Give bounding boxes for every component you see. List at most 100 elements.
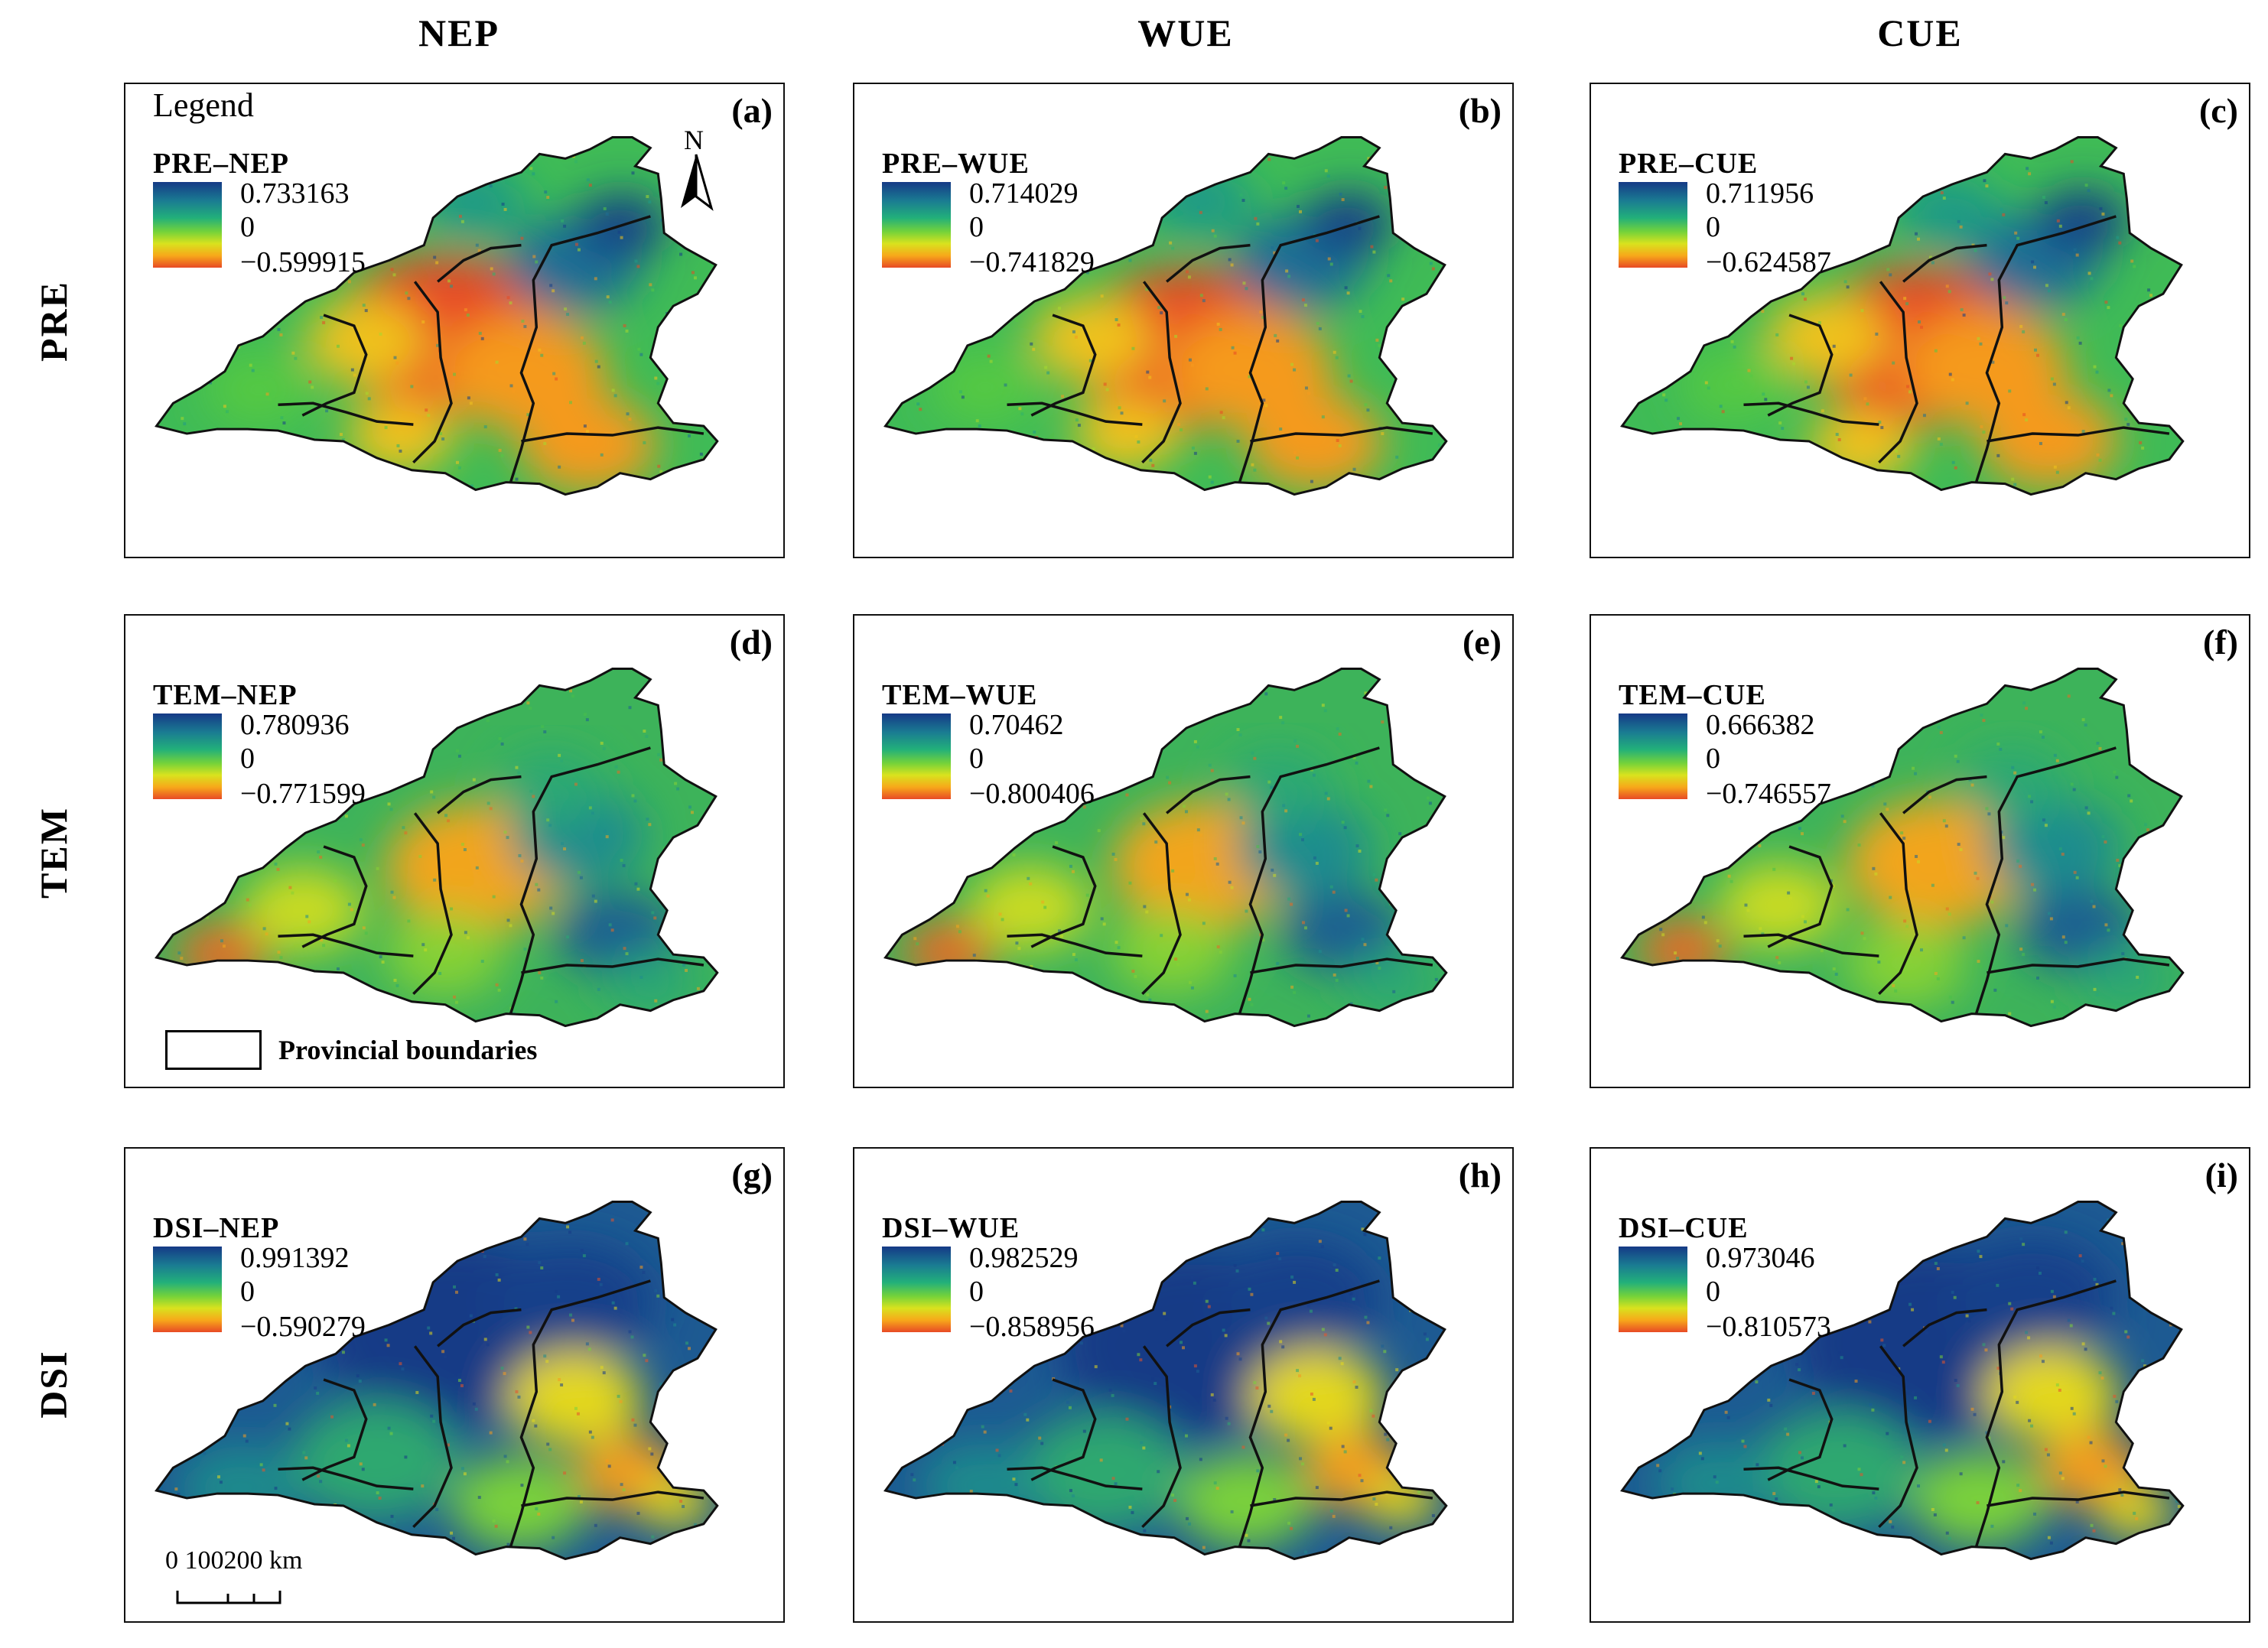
- provincial-boundary-line: [1743, 401, 1879, 426]
- panel-label: (i): [2205, 1156, 2238, 1195]
- row-header-dsi: DSI: [32, 1350, 75, 1419]
- provincial-boundary-line: [412, 1345, 453, 1529]
- panel-label: (e): [1462, 622, 1502, 661]
- provincial-boundary-line: [1743, 933, 1879, 957]
- map-panel-i: (i) DSI–CUE 0.973046 0 −0.810573: [1590, 1147, 2250, 1623]
- provincial-boundary-line: [1902, 775, 1987, 814]
- map-panel-c: (c) PRE–CUE 0.711956 0 −0.624587: [1590, 83, 2250, 558]
- map-raster: [1620, 136, 2185, 496]
- legend-title: TEM–CUE: [1619, 679, 1766, 711]
- map-panel-f: (f) TEM–CUE 0.666382 0 −0.746557: [1590, 614, 2250, 1088]
- color-ramp: [153, 713, 222, 799]
- provincial-boundary-line: [437, 243, 522, 283]
- map-panel-b: (b) PRE–WUE 0.714029 0 −0.741829: [853, 83, 1514, 558]
- provincial-boundary-line: [521, 957, 704, 974]
- legend-value-max: 0.711956: [1706, 177, 1814, 210]
- legend-value-zero: 0: [969, 1276, 984, 1308]
- provincial-boundary-line: [1250, 957, 1433, 974]
- legend-value-max: 0.780936: [240, 709, 350, 741]
- provincial-boundary-line: [1987, 957, 2170, 974]
- panel-label: (g): [731, 1156, 773, 1195]
- provincial-boundary-line: [412, 812, 453, 996]
- provincial-boundary-line: [1902, 243, 1987, 283]
- provincial-boundary-line: [1878, 1345, 1918, 1529]
- map-raster: [883, 1201, 1448, 1561]
- map-raster: [883, 668, 1448, 1028]
- provincial-boundary-line: [1141, 1345, 1182, 1529]
- legend-value-zero: 0: [240, 743, 255, 775]
- legend-heading: Legend: [153, 86, 254, 124]
- legend-value-max: 0.991392: [240, 1242, 350, 1274]
- provincial-boundary-line: [509, 1279, 651, 1548]
- map-panel-a: Legend N (a) PRE–NEP 0.733163 0 −0.599915: [124, 83, 785, 558]
- provincial-boundary-line: [278, 401, 414, 426]
- map-raster: [883, 136, 1448, 496]
- legend-value-zero: 0: [1706, 1276, 1720, 1308]
- north-arrow-icon: N: [673, 124, 727, 216]
- provincial-boundary-line: [1141, 281, 1182, 464]
- panel-label: (c): [2198, 91, 2238, 130]
- provincial-boundary-line: [1743, 1466, 1879, 1490]
- provincial-boundary-line: [1007, 933, 1143, 957]
- map-panel-d: Provincial boundaries (d) TEM–NEP 0.780936…: [124, 614, 785, 1088]
- provincial-boundary-line: [1250, 1490, 1433, 1507]
- legend-title: TEM–WUE: [882, 679, 1038, 711]
- row-header-tem: TEM: [32, 807, 75, 899]
- legend-value-min: −0.800406: [969, 778, 1095, 810]
- legend-value-max: 0.973046: [1706, 1242, 1815, 1274]
- legend-title: DSI–WUE: [882, 1212, 1020, 1244]
- provincial-boundary-line: [1238, 1279, 1380, 1548]
- map-raster: [155, 668, 719, 1028]
- provincial-boundary-line: [1166, 1308, 1251, 1347]
- panel-label: (b): [1458, 91, 1502, 130]
- color-ramp: [153, 182, 222, 268]
- provincial-boundary-line: [1987, 426, 2170, 443]
- provincial-boundary-line: [1974, 215, 2117, 483]
- legend-title: PRE–CUE: [1619, 148, 1759, 180]
- panel-label: (h): [1458, 1156, 1502, 1195]
- provincial-boundary-line: [1238, 215, 1380, 483]
- legend-value-zero: 0: [240, 1276, 255, 1308]
- provincial-boundary-line: [1974, 746, 2117, 1015]
- legend-value-min: −0.741829: [969, 246, 1095, 278]
- legend-value-min: −0.624587: [1706, 246, 1831, 278]
- map-raster: [1620, 668, 2185, 1028]
- map-raster: [155, 136, 719, 496]
- legend-value-max: 0.714029: [969, 177, 1079, 210]
- legend-title: DSI–NEP: [153, 1212, 280, 1244]
- provincial-boundary-line: [1007, 401, 1143, 426]
- legend-value-min: −0.858956: [969, 1311, 1095, 1343]
- legend-value-zero: 0: [969, 211, 984, 243]
- provincial-boundary-line: [1166, 243, 1251, 283]
- legend-value-zero: 0: [1706, 743, 1720, 775]
- provincial-boundary-line: [278, 933, 414, 957]
- legend-title: TEM–NEP: [153, 679, 298, 711]
- provincial-boundary-line: [509, 215, 651, 483]
- provincial-boundary-line: [1250, 426, 1433, 443]
- legend-value-min: −0.590279: [240, 1311, 366, 1343]
- map-panel-e: (e) TEM–WUE 0.70462 0 −0.800406: [853, 614, 1514, 1088]
- panel-label: (f): [2203, 622, 2238, 661]
- map-panel-h: (h) DSI–WUE 0.982529 0 −0.858956: [853, 1147, 1514, 1623]
- legend-value-zero: 0: [240, 211, 255, 243]
- scale-bar: 0 100200 km: [165, 1546, 318, 1621]
- provincial-boundary-line: [1141, 812, 1182, 996]
- row-header-pre: PRE: [32, 281, 75, 362]
- color-ramp: [1619, 1247, 1687, 1332]
- legend-title: PRE–WUE: [882, 148, 1030, 180]
- legend-value-max: 0.666382: [1706, 709, 1815, 741]
- provincial-boundary-line: [412, 281, 453, 464]
- legend-title: DSI–CUE: [1619, 1212, 1749, 1244]
- color-ramp: [882, 1247, 951, 1332]
- color-ramp: [1619, 182, 1687, 268]
- map-raster: [155, 1201, 719, 1561]
- column-header-nep: NEP: [418, 11, 499, 54]
- color-ramp: [882, 182, 951, 268]
- legend-title: PRE–NEP: [153, 148, 289, 180]
- provincial-boundary-line: [437, 775, 522, 814]
- provincial-boundary-line: [1878, 812, 1918, 996]
- column-header-wue: WUE: [1137, 11, 1234, 54]
- provincial-boundary-line: [437, 1308, 522, 1347]
- legend-value-min: −0.599915: [240, 246, 366, 278]
- provincial-boundary-line: [509, 746, 651, 1015]
